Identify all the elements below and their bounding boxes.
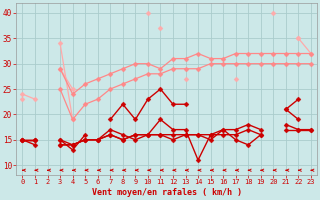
X-axis label: Vent moyen/en rafales ( km/h ): Vent moyen/en rafales ( km/h ) [92, 188, 242, 197]
